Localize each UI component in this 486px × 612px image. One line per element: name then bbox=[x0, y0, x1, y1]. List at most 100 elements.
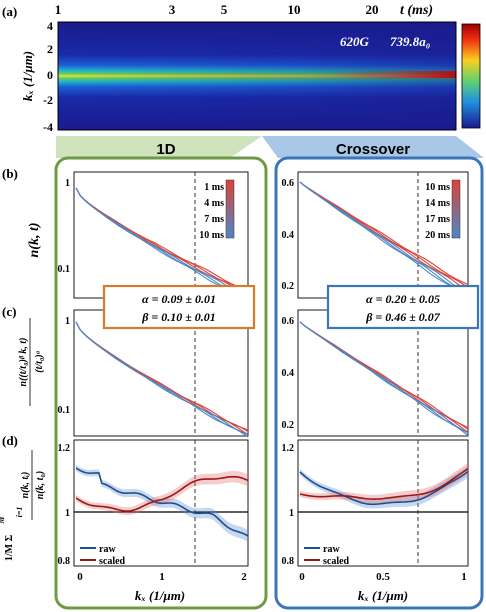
group-title-1d: 1D bbox=[156, 141, 175, 158]
panel-label-d: (d) bbox=[2, 433, 18, 448]
left-b-curves bbox=[75, 187, 249, 302]
left-c-curves bbox=[75, 321, 249, 438]
right-xlabel: kₓ (1/μm) bbox=[358, 588, 408, 603]
left-d-ytick: 0.8 bbox=[58, 556, 71, 567]
right-d-ytick: 1 bbox=[289, 508, 294, 519]
ylabel-c-denominator: (t/t₀)ᵅ bbox=[34, 350, 45, 372]
panel-label-c: (c) bbox=[2, 304, 16, 319]
right-legend-bar bbox=[451, 179, 461, 239]
legend-scaled-label: scaled bbox=[323, 556, 350, 567]
right-plot-b bbox=[297, 171, 469, 300]
curve-line bbox=[75, 321, 249, 433]
left-xtick: 2 bbox=[241, 571, 247, 583]
left-xtick: 0 bbox=[77, 571, 83, 583]
right-c-curves bbox=[299, 321, 469, 437]
field-label: 620G bbox=[340, 34, 370, 49]
left-plot-b bbox=[73, 171, 249, 302]
left-xlabel: kₓ (1/μm) bbox=[135, 588, 185, 603]
ylabel-d-sum-top: M bbox=[0, 516, 6, 525]
fit-box-1d bbox=[102, 284, 256, 330]
legend-time: 14 ms bbox=[425, 198, 450, 209]
time-tick-20: 20 bbox=[366, 2, 379, 17]
y-tick: 4 bbox=[47, 19, 53, 33]
legend-raw-label: raw bbox=[323, 544, 340, 555]
curve-line bbox=[299, 321, 469, 437]
right-xtick: 1 bbox=[461, 571, 467, 583]
group-title-crossover: Crossover bbox=[336, 141, 410, 158]
fit-beta-crossover: β = 0.46 ± 0.07 bbox=[365, 310, 441, 324]
legend-time: 10 ms bbox=[425, 182, 450, 193]
right-c-ytick: 0.4 bbox=[282, 368, 295, 379]
group-header-1d bbox=[54, 136, 268, 610]
left-legend-labels: 1 ms 4 ms 7 ms 10 ms bbox=[199, 182, 224, 241]
legend-time: 4 ms bbox=[204, 198, 224, 209]
fit-beta-1d: β = 0.10 ± 0.01 bbox=[141, 310, 216, 324]
ylabel-d-frac-bottom: n(k, t₀) bbox=[35, 471, 46, 500]
time-tick-10: 10 bbox=[288, 2, 301, 17]
kymograph-y-label: kₓ (1/μm) bbox=[20, 51, 35, 101]
scaled-curve bbox=[75, 475, 249, 512]
legend-time: 20 ms bbox=[425, 230, 450, 241]
right-legend-labels: 10 ms 14 ms 17 ms 20 ms bbox=[425, 182, 450, 241]
left-d-curves bbox=[75, 465, 249, 543]
fit-box-crossover bbox=[326, 284, 480, 330]
right-plot-c bbox=[297, 309, 469, 437]
right-b-ytick: 0.4 bbox=[282, 230, 295, 241]
time-tick-labels: 1 3 5 10 20 bbox=[55, 2, 379, 17]
colorbar bbox=[461, 23, 481, 129]
raw-curve bbox=[75, 467, 249, 537]
legend-scaled-label: scaled bbox=[99, 556, 126, 567]
fit-alpha-crossover: α = 0.20 ± 0.05 bbox=[366, 292, 440, 306]
y-tick: -4 bbox=[43, 120, 53, 134]
right-b-ytick: 0.6 bbox=[282, 178, 295, 189]
kymograph-image bbox=[57, 21, 457, 131]
ylabel-c: n((t/t₀)ᵝ k, t) (t/t₀)ᵅ bbox=[18, 318, 45, 406]
right-b-ytick: 0.2 bbox=[282, 281, 295, 292]
left-xtick: 1 bbox=[159, 571, 165, 583]
right-d-ytick: 1.2 bbox=[282, 443, 295, 454]
group-header-crossover bbox=[262, 136, 484, 610]
y-tick: -2 bbox=[43, 93, 53, 107]
panel-label-a: (a) bbox=[2, 4, 17, 19]
panel-label-b: (b) bbox=[2, 166, 18, 181]
legend-raw-label: raw bbox=[99, 544, 116, 555]
ylabel-d: 1/M Σ M i=1 n(k, tᵢ) n(k, t₀) bbox=[0, 450, 46, 561]
ylabel-d-frac-top: n(k, tᵢ) bbox=[20, 472, 31, 499]
right-d-ytick: 0.8 bbox=[282, 556, 295, 567]
ylabel-b: n(k, t) bbox=[27, 223, 42, 258]
left-b-ytick: 0.1 bbox=[58, 264, 71, 275]
time-axis-label: t (ms) bbox=[400, 3, 433, 18]
right-c-ytick: 0.2 bbox=[282, 420, 295, 431]
raw-band bbox=[300, 465, 468, 509]
curve-line bbox=[299, 321, 469, 429]
left-c-ytick: 0.1 bbox=[58, 405, 71, 416]
scaled-curve bbox=[299, 468, 469, 500]
ylabel-c-numerator: n((t/t₀)ᵝ k, t) bbox=[18, 338, 29, 387]
left-legend-bar bbox=[225, 179, 235, 239]
kymograph-y-ticks: 4 2 0 -2 -4 bbox=[43, 19, 53, 134]
scattering-length-label: 739.8a₀ bbox=[390, 34, 430, 49]
left-d-ytick: 1.2 bbox=[58, 443, 71, 454]
curve-line bbox=[75, 321, 249, 438]
curve-line bbox=[75, 321, 249, 431]
raw-curve bbox=[299, 470, 469, 506]
left-d-ytick: 1 bbox=[65, 508, 70, 519]
curve-line bbox=[299, 181, 469, 300]
left-c-ytick: 1 bbox=[65, 316, 70, 327]
scaled-band bbox=[76, 470, 248, 515]
y-tick: 2 bbox=[47, 42, 53, 56]
left-plot-d bbox=[73, 439, 249, 567]
right-b-curves bbox=[299, 181, 469, 300]
legend-time: 10 ms bbox=[199, 230, 224, 241]
time-tick-5: 5 bbox=[221, 2, 228, 17]
curve-line bbox=[299, 181, 469, 289]
right-plot-d bbox=[297, 439, 469, 567]
right-xtick: 0 bbox=[299, 571, 305, 583]
time-tick-1: 1 bbox=[55, 2, 62, 17]
right-d-curves bbox=[299, 462, 469, 509]
time-tick-3: 3 bbox=[169, 2, 176, 17]
left-plot-c bbox=[73, 309, 249, 438]
ylabel-d-sum-bottom: i=1 bbox=[15, 507, 24, 518]
fit-alpha-1d: α = 0.09 ± 0.01 bbox=[142, 292, 216, 306]
ylabel-d-prefix: 1/M Σ bbox=[4, 534, 15, 561]
